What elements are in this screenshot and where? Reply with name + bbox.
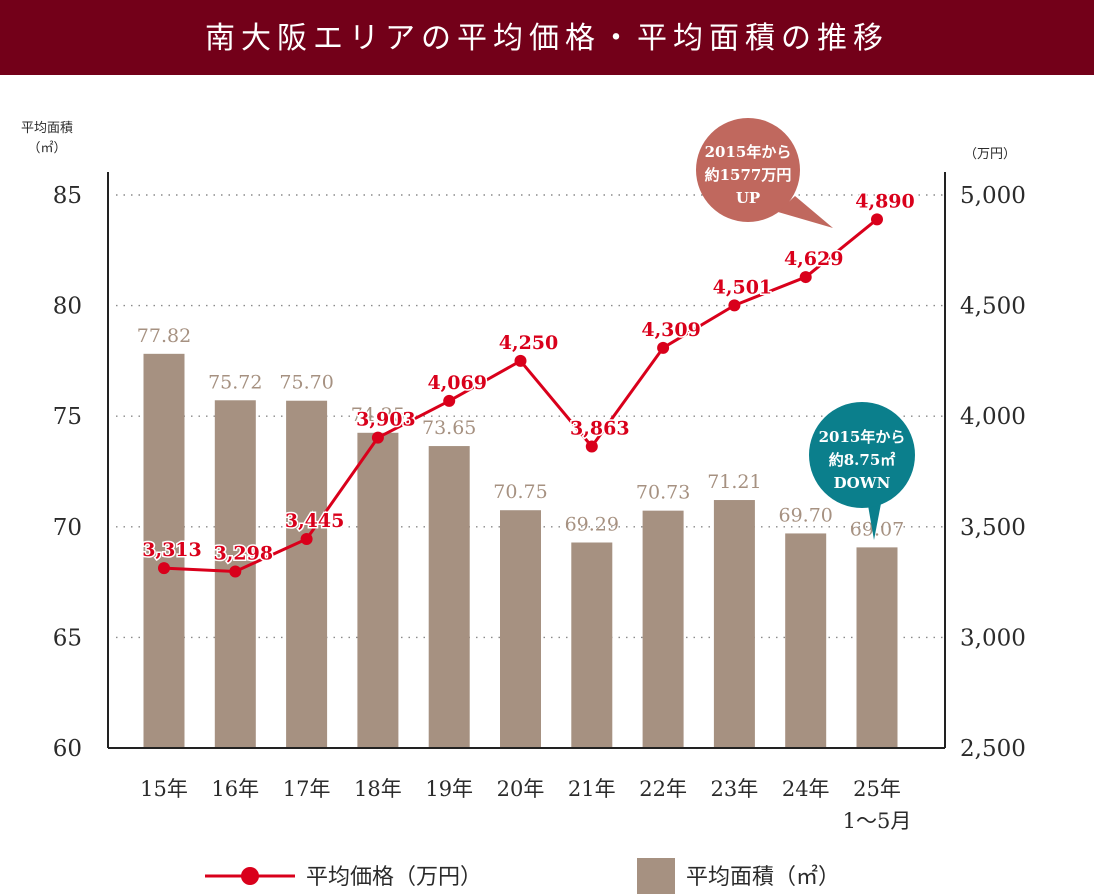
left-axis-label: 平均面積 <box>21 121 73 136</box>
area-bar-6 <box>571 542 613 748</box>
category-label-8: 23年 <box>711 777 759 801</box>
price-up-callout-line2: 約1577万円 <box>705 166 792 184</box>
area-value-label-2: 75.70 <box>279 372 333 394</box>
price-point-4 <box>443 394 456 407</box>
bar-labels-layer: 77.82 75.72 75.70 74.25 73.65 70.75 69.29 70.73… <box>137 325 904 541</box>
left-tick-1: 65 <box>53 625 82 651</box>
price-value-label-2: 3,445 <box>285 510 345 532</box>
price-up-callout: 2015年から 約1577万円 UP <box>696 118 833 228</box>
right-tick-0: 2,500 <box>960 736 1026 762</box>
legend-item-area: 平均面積（㎡） <box>637 858 840 894</box>
area-bar-8 <box>713 500 755 748</box>
price-point-7 <box>657 341 670 354</box>
left-tick-4: 80 <box>53 294 82 320</box>
category-label-1: 16年 <box>211 777 259 801</box>
area-value-label-4: 73.65 <box>422 417 476 439</box>
price-value-label-7: 4,309 <box>641 319 701 341</box>
area-down-callout-bubble <box>809 402 915 508</box>
left-tick-3: 75 <box>53 404 82 430</box>
left-tick-2: 70 <box>53 515 82 541</box>
price-up-callout-line1: 2015年から <box>705 143 792 161</box>
area-down-callout: 2015年から 約8.75㎡ DOWN <box>809 402 915 540</box>
legend-area-swatch <box>637 858 675 894</box>
legend-price-label: 平均価格（万円） <box>306 865 482 890</box>
area-value-label-7: 70.73 <box>636 482 690 504</box>
area-bar-4 <box>428 446 470 748</box>
left-tick-5: 85 <box>53 183 82 209</box>
area-value-label-1: 75.72 <box>208 371 262 393</box>
legend-price-dot <box>241 867 259 885</box>
right-axis-unit: （万円） <box>964 147 1016 162</box>
area-bar-3 <box>357 432 399 748</box>
area-down-callout-line1: 2015年から <box>819 428 906 446</box>
area-value-label-3: 74.25 <box>351 404 405 426</box>
area-value-label-9: 69.70 <box>778 504 832 526</box>
legend-item-price: 平均価格（万円） <box>205 865 482 890</box>
price-point-6 <box>585 440 598 453</box>
price-value-label-1: 3,298 <box>214 542 274 564</box>
price-value-label-5: 4,250 <box>499 332 559 354</box>
ticks-layer: 60 65 70 75 80 85 2,500 3,000 3,500 4,000 4,500 5,0… <box>53 183 1026 762</box>
price-value-label-8: 4,501 <box>713 276 773 298</box>
area-value-label-0: 77.82 <box>137 325 191 347</box>
area-down-callout-line3: DOWN <box>834 474 891 492</box>
price-point-0 <box>158 562 170 575</box>
left-axis-unit: （㎡） <box>27 141 66 156</box>
area-down-callout-line2: 約8.75㎡ <box>829 451 896 469</box>
price-value-label-10: 4,890 <box>855 190 915 212</box>
category-label-7: 22年 <box>639 777 687 801</box>
price-value-label-3: 3,903 <box>356 409 416 431</box>
area-value-label-5: 70.75 <box>493 481 547 503</box>
price-value-label-9: 4,629 <box>784 248 844 270</box>
area-value-label-8: 71.21 <box>707 471 761 493</box>
category-label-5: 20年 <box>497 777 545 801</box>
price-labels-layer: 3,313 3,298 3,445 3,903 4,069 4,250 3,863 4,309… <box>141 189 917 566</box>
category-label-2: 17年 <box>283 777 331 801</box>
axes-layer <box>107 172 946 749</box>
area-bar-7 <box>642 510 684 748</box>
right-tick-4: 4,500 <box>960 294 1026 320</box>
area-value-label-6: 69.29 <box>565 514 619 536</box>
price-point-5 <box>514 354 527 367</box>
area-bar-2 <box>286 400 328 748</box>
category-label-6: 21年 <box>568 777 616 801</box>
categories-layer: 15年 16年 17年 18年 19年 20年 21年 22年 23年 24年 25年 1～5月 <box>140 777 911 833</box>
area-value-label-10: 69.07 <box>850 518 904 540</box>
right-tick-5: 5,000 <box>960 183 1026 209</box>
right-tick-1: 3,000 <box>960 625 1026 651</box>
price-point-1 <box>229 565 242 578</box>
area-bar-0 <box>143 353 185 748</box>
title-banner <box>0 0 1094 75</box>
price-point-8 <box>728 299 741 312</box>
category-sublabel-10: 1～5月 <box>843 809 912 833</box>
area-bar-5 <box>500 510 541 748</box>
category-label-3: 18年 <box>354 777 402 801</box>
price-value-label-6: 3,863 <box>570 418 630 440</box>
price-point-10 <box>871 213 883 226</box>
left-tick-0: 60 <box>53 736 82 762</box>
price-point-9 <box>799 271 812 284</box>
area-bar-10 <box>856 547 898 748</box>
price-point-3 <box>371 431 384 444</box>
area-bar-9 <box>785 533 827 748</box>
price-line-layer <box>158 213 883 578</box>
right-tick-2: 3,500 <box>960 515 1026 541</box>
legend-area-label: 平均面積（㎡） <box>686 864 840 890</box>
category-label-10: 25年 <box>853 777 901 801</box>
category-label-4: 19年 <box>425 777 473 801</box>
right-tick-3: 4,000 <box>960 404 1026 430</box>
legend: 平均価格（万円） 平均面積（㎡） <box>205 858 840 894</box>
price-value-label-4: 4,069 <box>427 372 487 394</box>
chart-title: 南大阪エリアの平均価格・平均面積の推移 <box>205 21 889 56</box>
price-up-callout-tail <box>778 196 833 228</box>
price-point-2 <box>300 532 313 545</box>
price-up-callout-bubble <box>696 118 800 222</box>
category-label-0: 15年 <box>140 777 188 801</box>
price-up-callout-line3: UP <box>736 189 760 207</box>
category-label-9: 24年 <box>782 777 830 801</box>
price-value-label-0: 3,313 <box>142 539 202 561</box>
bars-layer <box>143 353 898 748</box>
